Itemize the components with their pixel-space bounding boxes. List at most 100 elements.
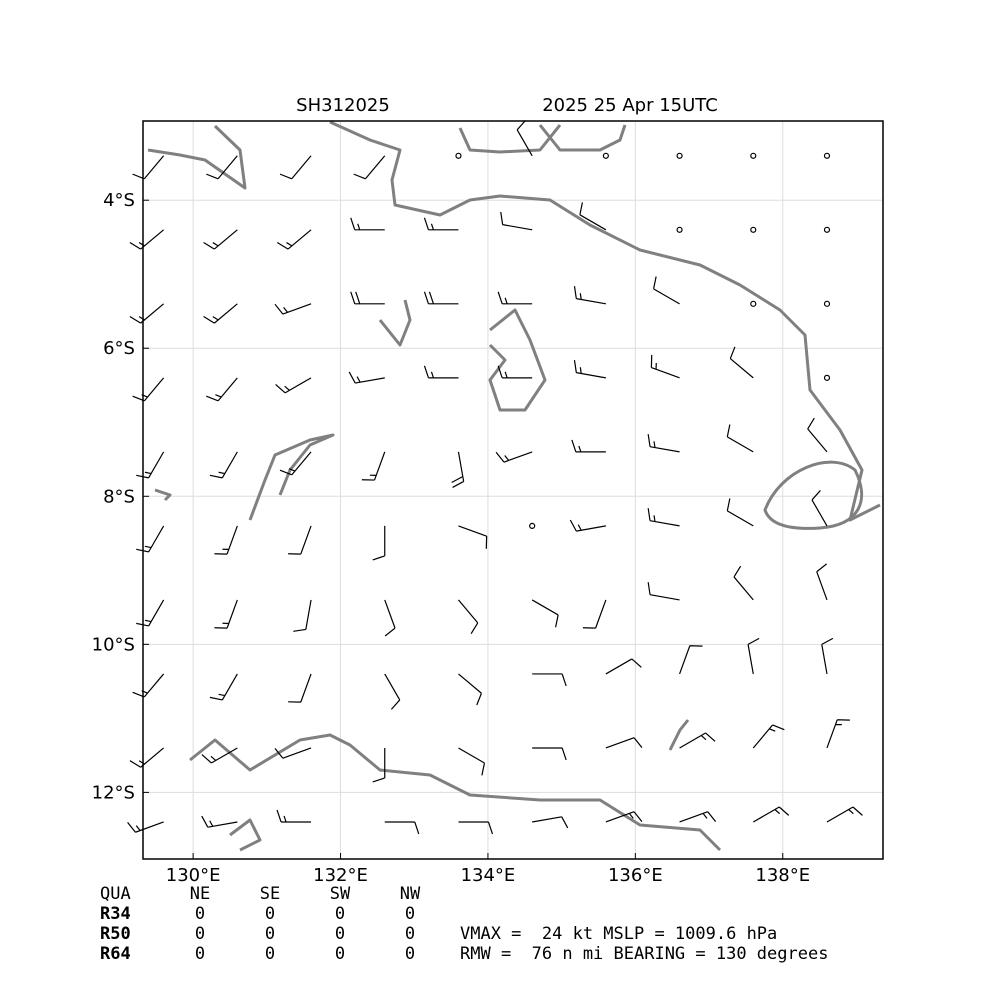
wind-barb xyxy=(826,806,863,823)
calm-marker xyxy=(823,374,831,381)
x-tick-label: 136°E xyxy=(608,865,663,886)
wind-barb xyxy=(275,377,312,394)
y-tick-label: 10°S xyxy=(92,634,135,655)
wind-barb xyxy=(532,673,567,687)
wind-barb xyxy=(497,291,533,305)
wind-barb xyxy=(279,451,312,476)
wind-barb xyxy=(531,599,559,628)
table-cell: 0 xyxy=(405,924,415,944)
table-cell: 0 xyxy=(195,944,205,964)
y-tick-label: 12°S xyxy=(92,782,135,803)
wind-barb xyxy=(353,155,386,180)
wind-barb xyxy=(605,737,643,749)
wind-barb xyxy=(288,673,312,703)
wind-barb xyxy=(276,809,312,823)
table-header: SE xyxy=(260,884,280,904)
calm-marker xyxy=(602,152,609,159)
wind-barb xyxy=(201,815,238,828)
wind-barb xyxy=(206,155,238,180)
x-tick-label: 130°E xyxy=(166,865,221,886)
wind-barb xyxy=(127,821,164,833)
table-cell: 0 xyxy=(405,944,415,964)
calm-marker xyxy=(823,152,831,159)
x-tick-label: 138°E xyxy=(755,865,810,886)
table-cell: 0 xyxy=(335,904,345,924)
coastline xyxy=(147,124,247,190)
table-cell: 0 xyxy=(265,944,275,964)
wind-barb xyxy=(458,525,488,549)
stat-line: VMAX = 24 kt MSLP = 1009.6 hPa xyxy=(460,924,777,944)
coastline xyxy=(248,433,335,521)
table-cell: R34 xyxy=(100,904,131,924)
wind-barb xyxy=(726,424,754,453)
wind-barb xyxy=(214,525,238,555)
wind-barb xyxy=(384,673,401,710)
wind-barb xyxy=(679,732,716,749)
calm-marker xyxy=(529,522,536,530)
calm-marker xyxy=(823,226,831,233)
wind-barb xyxy=(350,217,385,231)
wind-barb xyxy=(423,291,459,305)
wind-barb xyxy=(647,508,680,527)
x-tick-label: 134°E xyxy=(461,865,516,886)
coastline xyxy=(763,460,864,530)
title-left: SH312025 xyxy=(296,95,390,116)
table-cell: 0 xyxy=(195,904,205,924)
wind-barb xyxy=(807,417,828,453)
wind-barb xyxy=(821,637,834,675)
wind-barb xyxy=(569,519,606,532)
coastline xyxy=(189,733,722,852)
table-cell: 0 xyxy=(195,924,205,944)
wind-barb xyxy=(279,155,312,180)
y-tick-label: 8°S xyxy=(103,486,135,507)
wind-barb xyxy=(361,451,386,481)
coastlines xyxy=(147,120,881,852)
table-cell: 0 xyxy=(335,924,345,944)
coastline xyxy=(329,120,881,522)
table-cell: 0 xyxy=(265,904,275,924)
coastline xyxy=(538,124,627,152)
wind-barb xyxy=(752,806,790,823)
wind-barb xyxy=(214,599,238,629)
wind-barb xyxy=(579,202,607,231)
calm-marker xyxy=(823,300,831,307)
table-header: NW xyxy=(400,884,421,904)
coastline xyxy=(378,299,412,347)
wind-barb xyxy=(274,747,312,759)
coastline xyxy=(229,818,262,852)
wind-barb xyxy=(372,747,386,783)
table-header: SW xyxy=(330,884,351,904)
calm-marker xyxy=(676,226,683,233)
wind-barb xyxy=(573,360,606,379)
table-header: QUA xyxy=(100,884,131,904)
wind-barb xyxy=(811,490,828,527)
plot-frame xyxy=(142,120,884,860)
wind-barb xyxy=(500,212,533,231)
wind-barb xyxy=(293,599,312,632)
wind-barb xyxy=(532,747,567,761)
coastline xyxy=(488,308,547,412)
calm-marker xyxy=(750,226,757,233)
wind-barb xyxy=(532,816,569,829)
wind-barb xyxy=(384,821,420,835)
coastline xyxy=(154,488,172,502)
wind-barb xyxy=(451,451,465,488)
wind-barb xyxy=(209,451,238,479)
grid xyxy=(143,121,883,859)
wind-barb xyxy=(826,719,850,749)
wind-barb xyxy=(423,217,459,231)
stat-line: RMW = 76 n mi BEARING = 130 degrees xyxy=(460,944,828,964)
wind-barb xyxy=(372,525,386,561)
table-cell: 0 xyxy=(265,924,275,944)
wind-barb xyxy=(458,821,494,835)
calm-marker xyxy=(750,152,757,159)
wind-barb xyxy=(495,451,533,463)
wind-barb xyxy=(201,747,238,764)
wind-barb xyxy=(288,525,312,555)
wind-barb xyxy=(653,276,680,305)
wind-barb xyxy=(647,582,680,601)
wind-barb xyxy=(650,354,680,379)
wind-barb xyxy=(605,658,642,675)
wind-barb xyxy=(733,565,754,601)
table-cell: 0 xyxy=(405,904,415,924)
